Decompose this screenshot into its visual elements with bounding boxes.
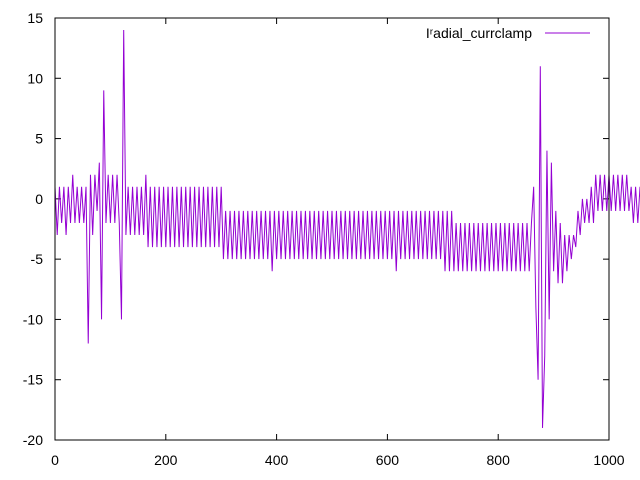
y-tick-label: 15	[27, 10, 43, 26]
x-tick-label: 1000	[593, 452, 624, 468]
y-tick-label: -10	[23, 311, 43, 327]
plot-border	[54, 17, 610, 441]
x-tick-label: 600	[376, 452, 400, 468]
y-tick-label: -5	[31, 251, 44, 267]
x-tick-label: 200	[154, 452, 178, 468]
legend-label: Iʳadial_currclamp	[426, 25, 532, 41]
x-tick-label: 400	[265, 452, 289, 468]
y-tick-label: -20	[23, 432, 43, 448]
x-tick-label: 0	[51, 452, 59, 468]
data-series	[54, 30, 640, 428]
y-tick-label: 10	[27, 70, 43, 86]
series-line	[54, 30, 640, 428]
axis-tick-labels: 0 200 400 600 800 1000 -20 -15 -10 -5 0 5 10 15	[23, 10, 625, 468]
legend: Iʳadial_currclamp	[426, 25, 590, 41]
x-tick-label: 800	[487, 452, 511, 468]
y-tick-label: 0	[35, 191, 43, 207]
y-tick-label: 5	[35, 131, 43, 147]
y-tick-label: -15	[23, 372, 43, 388]
